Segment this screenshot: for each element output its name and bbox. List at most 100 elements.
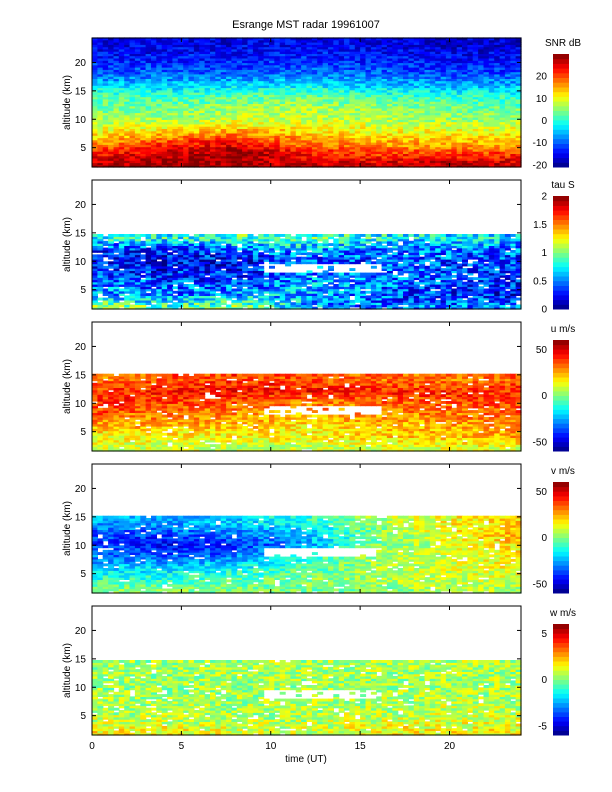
heatmap-cell [124,155,131,159]
heatmap-cell [102,151,109,154]
heatmap-cell [370,130,377,134]
heatmap-cell [108,135,115,139]
heatmap-cell [215,80,222,84]
heatmap-cell [231,71,238,75]
heatmap-cell [494,71,501,75]
heatmap-cell [263,126,270,129]
heatmap-cell [242,137,249,141]
heatmap-cell [322,155,329,159]
heatmap-cell [499,128,506,132]
heatmap-cell [161,82,168,86]
heatmap-cell [462,71,468,75]
heatmap-cell [510,71,517,75]
heatmap-cell [403,146,409,150]
heatmap-cell [102,96,109,100]
heatmap-cell [333,105,340,109]
heatmap-cell [210,76,216,79]
heatmap-cell [456,64,463,68]
heatmap-cell [365,137,372,141]
heatmap-cell [504,151,511,154]
y-tick-label: 15 [75,86,87,97]
heatmap-cell [413,135,420,139]
heatmap-cell [129,53,136,57]
heatmap-cell [108,146,115,150]
heatmap-cell [338,55,345,59]
heatmap-cell [226,164,233,168]
heatmap-cell [333,135,340,139]
heatmap-cell [129,119,136,123]
heatmap-cell [504,103,511,107]
heatmap-cell [311,71,318,75]
heatmap-cell [494,119,501,123]
heatmap-cell [97,82,104,86]
heatmap-cell [172,135,179,139]
heatmap-cell [515,142,522,145]
heatmap-cell [279,128,286,132]
heatmap-cell [354,98,361,102]
heatmap-cell [328,132,334,136]
heatmap-cell [381,160,388,164]
heatmap-cell [360,101,367,104]
heatmap-cell [397,105,404,109]
heatmap-cell [263,85,270,89]
heatmap-cell [177,76,184,79]
heatmap-cell [333,78,340,82]
heatmap-cell [424,64,431,68]
heatmap-cell [204,137,211,141]
heatmap-cell [445,110,452,114]
heatmap-cell [183,139,190,143]
heatmap-cell [285,146,292,150]
heatmap-cell [151,89,157,93]
heatmap-cells [92,234,522,310]
heatmap-cell [236,139,243,143]
heatmap-cell [151,137,157,141]
heatmap-cell [177,69,184,73]
heatmap-cell [467,71,474,75]
heatmap-cell [188,57,195,61]
heatmap-cell [258,101,265,104]
heatmap-cell [510,57,517,61]
heatmap-cell [247,105,254,109]
heatmap-cell [440,89,447,93]
heatmap-cell [134,82,141,86]
heatmap-cell [118,126,125,129]
heatmap-cell [354,148,361,152]
heatmap-cell [370,55,377,59]
heatmap-cell [199,142,206,145]
heatmap-cell [370,103,377,107]
heatmap-cell [467,110,474,114]
heatmap-cell [344,103,350,107]
heatmap-cell [226,96,233,100]
heatmap-cell [145,96,152,100]
heatmap-cell [349,64,356,68]
heatmap-cell [285,110,292,114]
heatmap-cell [97,92,104,95]
heatmap-cell [156,92,163,95]
heatmap-cell [167,53,174,57]
heatmap-cell [349,80,356,84]
heatmap-cell [435,53,442,57]
heatmap-cell [188,126,195,129]
heatmap-cell [467,164,474,168]
heatmap-cell [419,105,426,109]
heatmap-cell [397,164,404,168]
heatmap-cell [231,114,238,118]
heatmap-cell [242,119,249,123]
heatmap-cell [483,87,490,91]
heatmap-cell [269,114,275,118]
heatmap-cell [435,117,442,120]
heatmap-cell [456,92,463,95]
heatmap-cell [370,146,377,150]
heatmap-cell [462,146,468,150]
heatmap-cell [403,101,409,104]
heatmap-cell [510,73,517,77]
heatmap-cell [488,123,495,127]
heatmap-cell [306,142,313,145]
heatmap-cell [285,155,292,159]
heatmap-cell [151,80,157,84]
heatmap-cell [231,80,238,84]
heatmap-cell [354,57,361,61]
heatmap-cell [97,128,104,132]
heatmap-cell [306,155,313,159]
